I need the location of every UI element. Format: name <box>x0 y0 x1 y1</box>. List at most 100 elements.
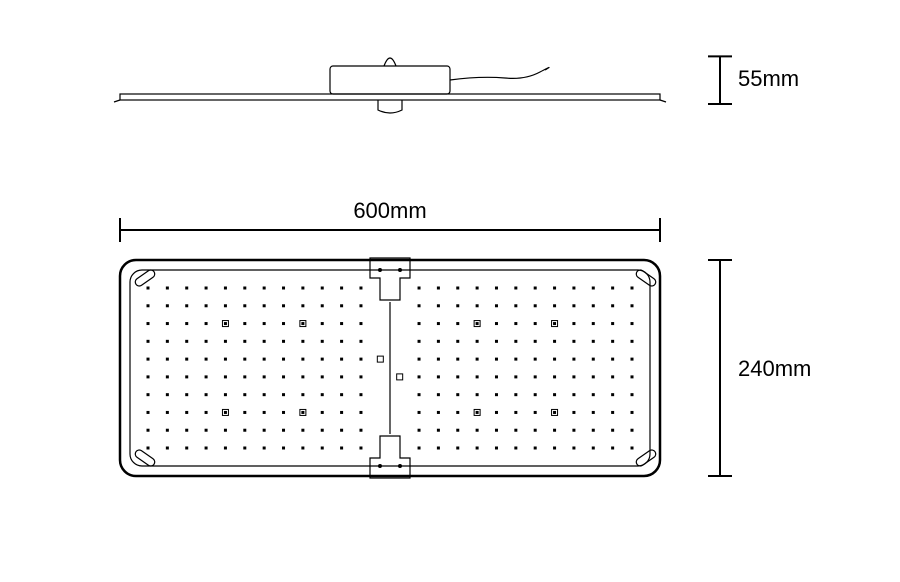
led <box>418 411 421 414</box>
led <box>418 375 421 378</box>
led <box>282 411 285 414</box>
led <box>611 429 614 432</box>
led <box>282 429 285 432</box>
led <box>224 287 227 290</box>
led <box>224 304 227 307</box>
led <box>514 304 517 307</box>
led <box>514 411 517 414</box>
led <box>301 340 304 343</box>
led <box>185 358 188 361</box>
led <box>263 447 266 450</box>
led <box>572 447 575 450</box>
led <box>572 375 575 378</box>
led <box>572 429 575 432</box>
led <box>166 393 169 396</box>
led <box>340 340 343 343</box>
led <box>495 375 498 378</box>
led <box>340 447 343 450</box>
led <box>359 287 362 290</box>
led <box>185 287 188 290</box>
led <box>553 340 556 343</box>
led <box>456 429 459 432</box>
led <box>321 375 324 378</box>
led <box>166 447 169 450</box>
led <box>534 393 537 396</box>
led <box>437 375 440 378</box>
led <box>147 304 150 307</box>
led <box>185 375 188 378</box>
bracket-screw <box>398 464 402 468</box>
led <box>321 358 324 361</box>
led <box>147 340 150 343</box>
led <box>224 340 227 343</box>
led <box>514 447 517 450</box>
led <box>321 304 324 307</box>
led <box>185 429 188 432</box>
led <box>514 287 517 290</box>
led <box>224 447 227 450</box>
led <box>495 447 498 450</box>
led <box>321 447 324 450</box>
led <box>243 340 246 343</box>
led <box>437 447 440 450</box>
led <box>476 287 479 290</box>
led <box>495 411 498 414</box>
led <box>359 304 362 307</box>
led <box>476 411 479 414</box>
led <box>224 375 227 378</box>
led <box>205 358 208 361</box>
led <box>243 322 246 325</box>
led <box>514 322 517 325</box>
led <box>263 322 266 325</box>
led <box>263 393 266 396</box>
led <box>592 322 595 325</box>
led <box>147 429 150 432</box>
led <box>301 358 304 361</box>
led <box>611 304 614 307</box>
led <box>340 358 343 361</box>
led <box>611 375 614 378</box>
led <box>631 322 634 325</box>
led <box>572 304 575 307</box>
led <box>147 447 150 450</box>
led <box>185 340 188 343</box>
led <box>631 340 634 343</box>
led <box>359 322 362 325</box>
led <box>631 375 634 378</box>
led <box>185 411 188 414</box>
led <box>456 393 459 396</box>
bracket-screw <box>378 268 382 272</box>
led <box>418 287 421 290</box>
led <box>592 411 595 414</box>
led <box>166 287 169 290</box>
led <box>205 375 208 378</box>
led <box>166 340 169 343</box>
side-edge <box>660 100 666 102</box>
led <box>205 304 208 307</box>
led <box>263 340 266 343</box>
led <box>476 375 479 378</box>
led <box>495 429 498 432</box>
led <box>495 322 498 325</box>
dim-label-240: 240mm <box>738 356 811 381</box>
led <box>147 411 150 414</box>
led <box>205 429 208 432</box>
led <box>321 429 324 432</box>
dim-label-600: 600mm <box>353 198 426 223</box>
led <box>340 375 343 378</box>
led <box>282 393 285 396</box>
led <box>456 411 459 414</box>
bracket-top <box>370 258 410 300</box>
led <box>534 304 537 307</box>
led <box>418 304 421 307</box>
led <box>631 411 634 414</box>
led <box>243 447 246 450</box>
led <box>243 375 246 378</box>
led <box>243 304 246 307</box>
led <box>534 322 537 325</box>
led <box>476 429 479 432</box>
led <box>553 358 556 361</box>
led <box>359 447 362 450</box>
led <box>359 340 362 343</box>
led <box>611 287 614 290</box>
